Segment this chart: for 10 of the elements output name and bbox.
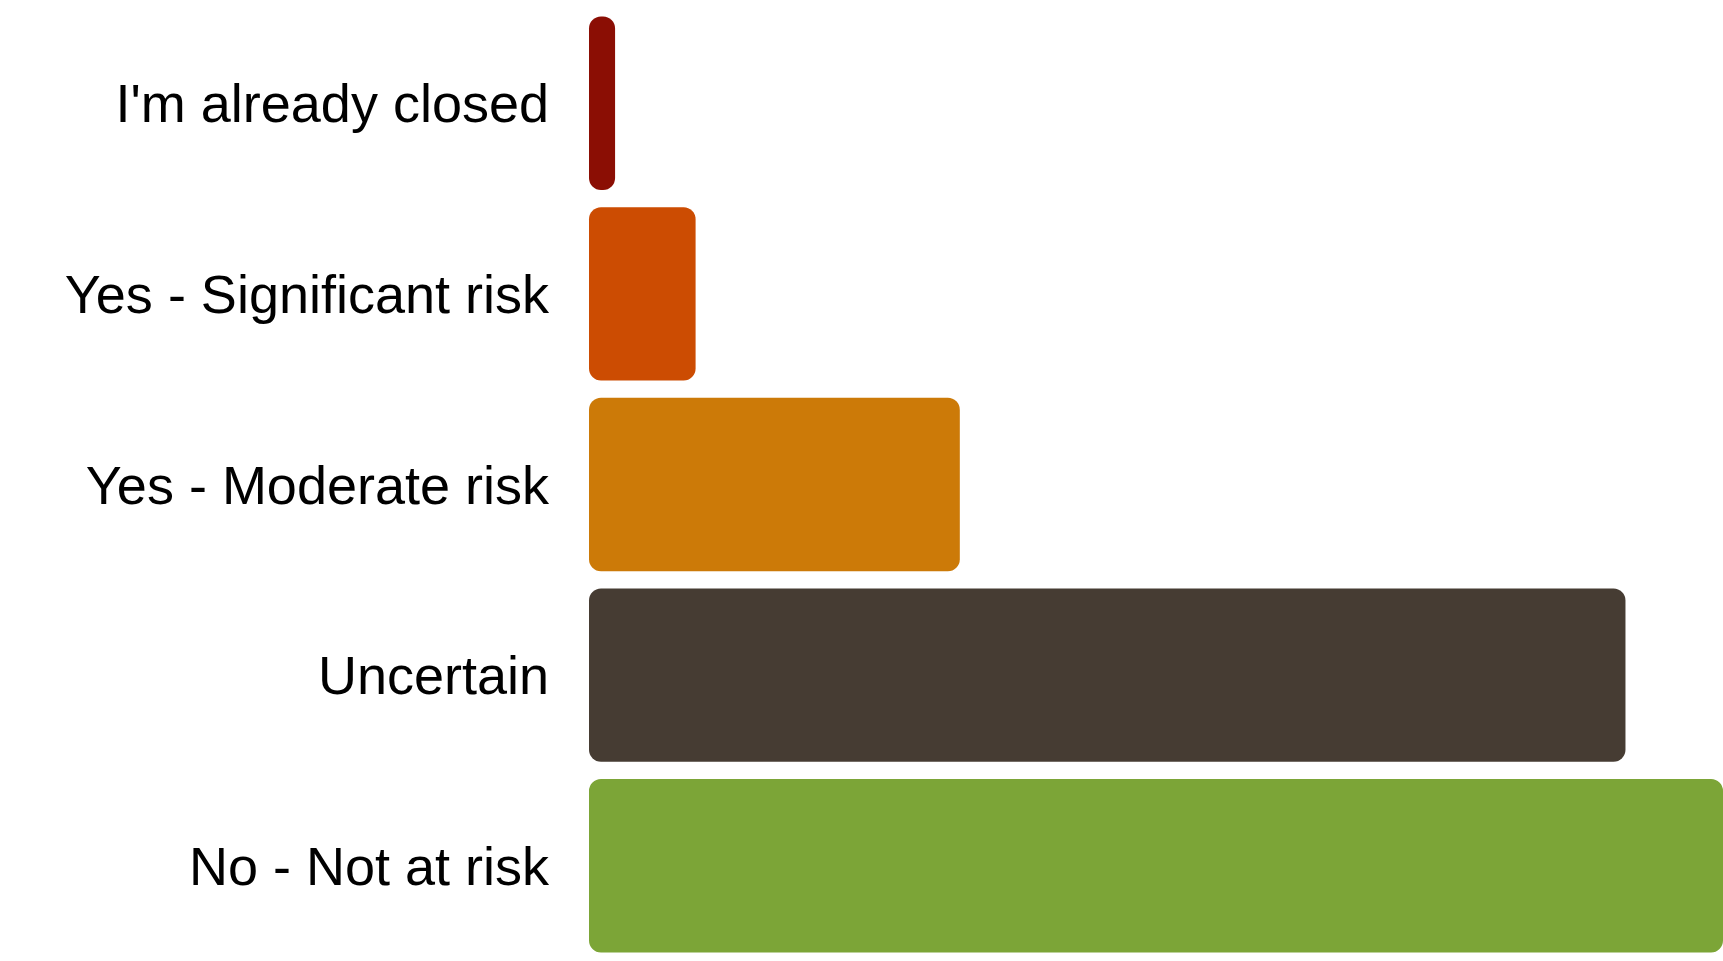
- bar: [589, 778, 1723, 953]
- y-tick-label: Uncertain: [317, 645, 549, 706]
- bar: [589, 588, 1626, 762]
- bar: [589, 207, 696, 381]
- bar: [589, 16, 616, 191]
- y-tick-label: I'm already closed: [115, 73, 549, 134]
- y-tick-label: Yes - Significant risk: [64, 263, 550, 324]
- bar: [589, 397, 960, 572]
- y-tick-label: No - Not at risk: [188, 835, 550, 896]
- y-tick-label: Yes - Moderate risk: [85, 454, 550, 515]
